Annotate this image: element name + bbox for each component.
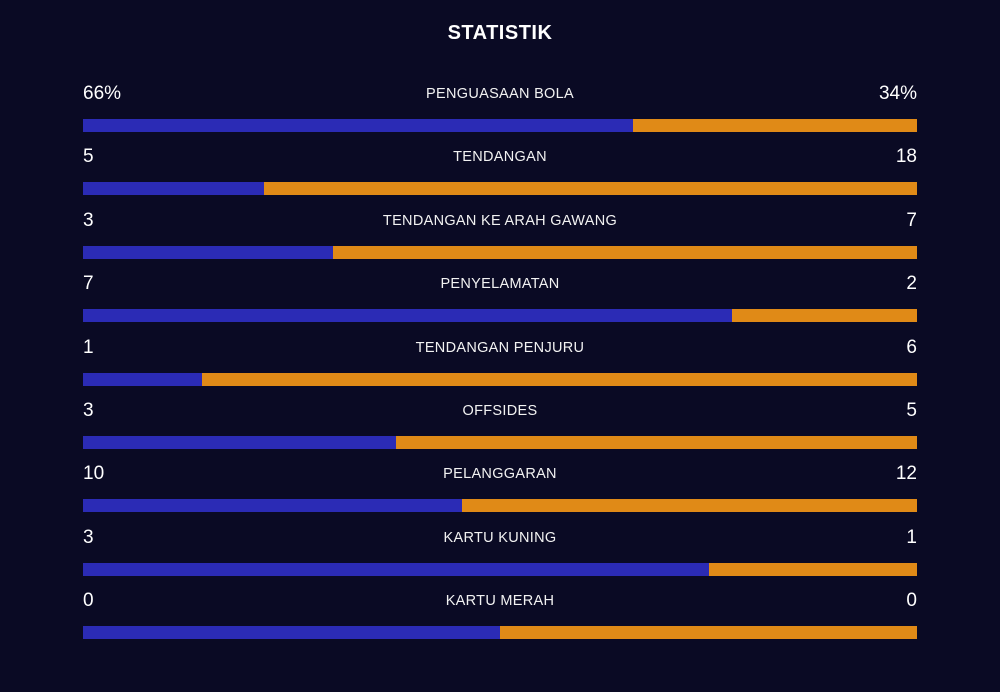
comparison-bar [83, 182, 917, 196]
away-value: 2 [906, 273, 917, 295]
comparison-bar [83, 562, 917, 576]
away-bar-fill [708, 562, 917, 576]
away-bar-fill [202, 372, 917, 386]
stat-list: 66% PENGUASAAN BOLA 34% 5 TENDANGAN 18 [83, 80, 917, 651]
stat-label: KARTU MERAH [445, 593, 555, 610]
comparison-bar [83, 119, 917, 132]
away-bar-fill [263, 182, 917, 196]
away-bar-fill [500, 626, 917, 640]
comparison-bar [83, 499, 917, 513]
home-value: 10 [83, 463, 105, 485]
home-bar-fill [83, 562, 709, 576]
away-value: 1 [906, 526, 917, 548]
home-bar-fill [83, 245, 334, 259]
panel-title: STATISTIK [447, 22, 553, 44]
stat-row-offsides: 3 OFFSIDES 5 [83, 397, 917, 460]
away-bar-fill [395, 435, 917, 449]
away-value: 7 [906, 209, 917, 231]
home-value: 7 [83, 273, 94, 295]
away-bar-fill [462, 499, 917, 513]
stat-label: KARTU KUNING [443, 529, 557, 546]
home-bar-fill [83, 499, 463, 513]
home-value: 5 [83, 146, 94, 168]
home-value: 3 [83, 209, 94, 231]
away-value: 0 [906, 590, 917, 612]
comparison-bar [83, 309, 917, 323]
away-value: 5 [906, 399, 917, 421]
away-value: 18 [895, 146, 917, 168]
home-bar-fill [83, 435, 396, 449]
away-bar-fill [731, 309, 917, 323]
home-bar-fill [83, 372, 203, 386]
away-bar-fill [333, 245, 917, 259]
comparison-bar [83, 245, 917, 259]
stat-row-fouls: 10 PELANGGARAN 12 [83, 460, 917, 523]
home-value: 66% [83, 83, 122, 104]
stat-label: TENDANGAN KE ARAH GAWANG [382, 212, 618, 229]
home-bar-fill [83, 309, 732, 323]
home-bar-fill [83, 626, 500, 640]
away-value: 34% [878, 83, 917, 104]
stat-label: TENDANGAN [453, 149, 547, 166]
stat-row-red-cards: 0 KARTU MERAH 0 [83, 587, 917, 650]
home-value: 1 [83, 336, 94, 358]
stat-row-saves: 7 PENYELAMATAN 2 [83, 270, 917, 333]
comparison-bar [83, 372, 917, 386]
stat-label: PENGUASAAN BOLA [426, 86, 574, 102]
away-value: 12 [895, 463, 917, 485]
stat-label: TENDANGAN PENJURU [415, 339, 585, 356]
stat-row-corners: 1 TENDANGAN PENJURU 6 [83, 334, 917, 397]
stat-label: OFFSIDES [462, 402, 538, 419]
stat-row-shots: 5 TENDANGAN 18 [83, 143, 917, 206]
home-bar-fill [83, 182, 264, 196]
comparison-bar [83, 626, 917, 640]
away-value: 6 [906, 336, 917, 358]
comparison-bar [83, 435, 917, 449]
away-bar-fill [633, 119, 917, 132]
stat-row-possession: 66% PENGUASAAN BOLA 34% [83, 80, 917, 143]
home-value: 3 [83, 399, 94, 421]
home-bar-fill [83, 119, 634, 132]
stat-row-shots-on-target: 3 TENDANGAN KE ARAH GAWANG 7 [83, 207, 917, 270]
stat-label: PENYELAMATAN [440, 276, 560, 293]
stat-label: PELANGGARAN [443, 466, 557, 483]
stat-row-yellow-cards: 3 KARTU KUNING 1 [83, 524, 917, 587]
home-value: 0 [83, 590, 94, 612]
home-value: 3 [83, 526, 94, 548]
